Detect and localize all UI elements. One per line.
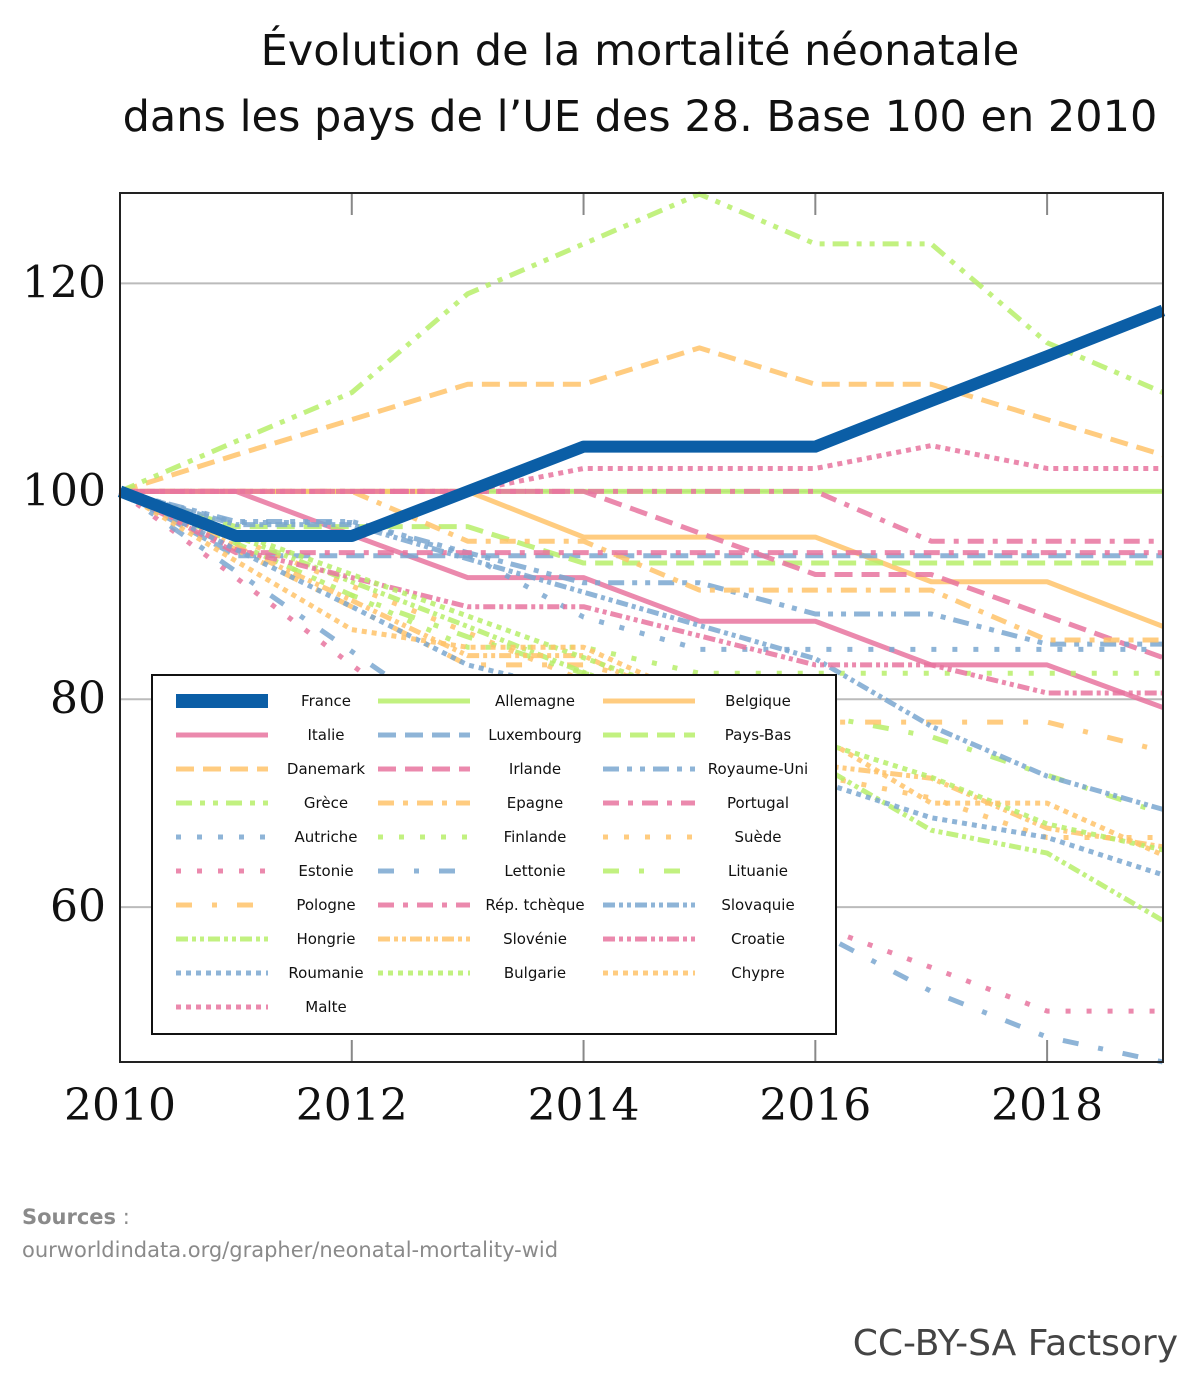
series-line-portugal <box>120 488 1163 544</box>
license-text: CC-BY-SA Factsory <box>852 1323 1178 1364</box>
series-line-chypre <box>118 489 1165 858</box>
legend-label: France <box>301 692 351 710</box>
sources-separator: : <box>116 1205 130 1229</box>
legend-label: Croatie <box>731 930 785 948</box>
legend-label: Irlande <box>509 760 561 778</box>
legend-label: Grèce <box>304 794 348 812</box>
legend: France Allemagne Belgique Italie Luxembourg P… <box>151 674 837 1035</box>
x-tick-label: 2012 <box>296 1080 408 1131</box>
series-line-rép-tch-que <box>118 489 1163 556</box>
legend-label: Bulgarie <box>504 964 566 982</box>
legend-label: Hongrie <box>296 930 355 948</box>
x-tick-label: 2010 <box>64 1080 176 1131</box>
legend-label: Epagne <box>507 794 563 812</box>
y-tick-label: 60 <box>50 881 106 932</box>
series-line-estonie <box>118 489 1163 1014</box>
series-line-royaume-uni <box>119 488 1163 647</box>
series-line-danemark <box>119 345 1164 494</box>
sources-url[interactable]: ourworldindata.org/grapher/neonatal-mort… <box>22 1238 559 1262</box>
legend-label: Estonie <box>298 862 353 880</box>
legend-label: Pologne <box>296 896 355 914</box>
y-tick-label: 80 <box>50 673 106 724</box>
series-line-malte <box>120 443 1163 494</box>
y-tick-label: 100 <box>22 465 106 516</box>
series-line-hongrie <box>119 488 1165 923</box>
legend-label: Autriche <box>295 828 358 846</box>
legend-label: Lettonie <box>504 862 565 880</box>
legend-label: Slovaquie <box>721 896 794 914</box>
series-line-france <box>117 304 1166 543</box>
x-tick-label: 2014 <box>528 1080 640 1131</box>
legend-label: Malte <box>305 998 346 1016</box>
legend-label: Royaume-Uni <box>708 760 808 778</box>
y-tick-label: 120 <box>22 257 106 308</box>
series-line-epagne <box>120 488 1163 643</box>
series-line-italie <box>120 488 1164 710</box>
x-tick-label: 2018 <box>991 1080 1103 1131</box>
series-line-luxembourg <box>118 489 1163 559</box>
sources-label: Sources <box>22 1205 117 1229</box>
legend-label: Portugal <box>727 794 789 812</box>
series-line-slovaquie <box>119 488 1164 812</box>
sources-line: Sources : <box>22 1205 130 1229</box>
legend-label: Lituanie <box>728 862 788 880</box>
legend-label: Suède <box>734 828 781 846</box>
legend-label: Allemagne <box>495 692 575 710</box>
series-line-autriche <box>119 488 1163 652</box>
legend-label: Chypre <box>731 964 784 982</box>
series-line-croatie <box>118 489 1163 696</box>
chart-title-line-1: Évolution de la mortalité néonatale <box>260 26 1020 76</box>
series-line-roumanie <box>118 489 1164 878</box>
plot-frame <box>119 192 1164 1063</box>
legend-label: Belgique <box>725 692 791 710</box>
legend-label: Rép. tchèque <box>485 896 584 914</box>
chart-title-line-2: dans les pays de l’UE des 28. Base 100 e… <box>122 92 1158 142</box>
legend-label: Slovénie <box>503 930 567 948</box>
legend-label: Pays-Bas <box>725 726 792 744</box>
legend-label: Luxembourg <box>488 726 582 744</box>
legend-label: Roumanie <box>288 964 363 982</box>
legend-label: Italie <box>307 726 344 744</box>
series-line-gr-ce <box>119 191 1164 494</box>
legend-label: Finlande <box>504 828 567 846</box>
x-tick-label: 2016 <box>759 1080 871 1131</box>
legend-label: Danemark <box>287 760 365 778</box>
